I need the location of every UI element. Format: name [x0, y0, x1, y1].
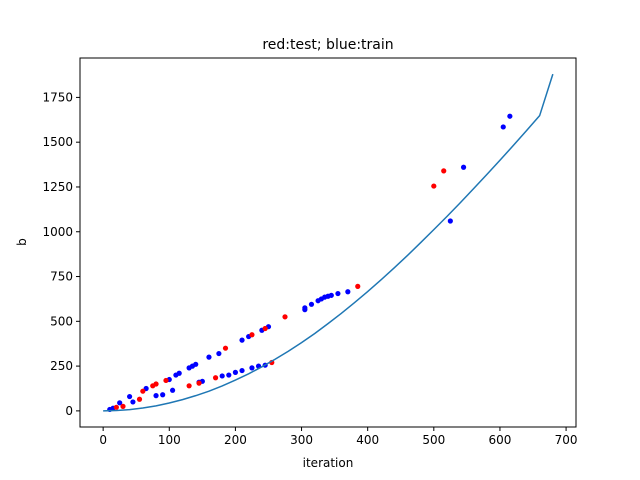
- train-point: [308, 301, 315, 307]
- x-tick-label: 100: [158, 433, 181, 447]
- y-tick-label: 750: [50, 270, 73, 284]
- x-axis: 0 100 200 300 400 500 600 700: [99, 427, 578, 447]
- y-tick-label: 500: [50, 314, 73, 328]
- y-tick-label: 1500: [42, 135, 73, 149]
- train-point: [232, 369, 239, 375]
- test-point: [355, 283, 361, 289]
- x-tick-label: 200: [224, 433, 247, 447]
- plot-area: [103, 73, 554, 413]
- train-point: [447, 218, 453, 224]
- chart-title: red:test; blue:train: [262, 37, 393, 53]
- train-point: [226, 372, 232, 378]
- x-tick-label: 500: [422, 433, 445, 447]
- train-point: [117, 400, 123, 406]
- test-point: [113, 404, 119, 410]
- y-tick-label: 1250: [42, 180, 73, 194]
- train-point: [206, 354, 212, 360]
- train-point: [153, 393, 159, 399]
- train-point: [219, 373, 225, 379]
- test-point: [196, 380, 202, 386]
- test-point: [140, 388, 146, 394]
- test-point: [431, 183, 437, 189]
- train-point: [460, 164, 467, 170]
- train-point: [216, 350, 222, 357]
- test-point: [441, 168, 447, 174]
- test-point: [222, 345, 229, 351]
- plot-frame: [79, 57, 577, 428]
- x-tick-label: 0: [99, 433, 107, 447]
- train-point: [193, 361, 199, 367]
- test-point: [249, 332, 255, 338]
- train-point: [160, 392, 166, 398]
- y-axis: 0 250 500 750 1000 1250 1500 1750: [42, 90, 80, 418]
- test-point: [282, 314, 288, 320]
- train-point: [130, 399, 136, 405]
- x-tick-label: 400: [356, 433, 379, 447]
- y-tick-label: 0: [65, 404, 73, 418]
- x-tick-label: 600: [488, 433, 511, 447]
- train-point: [302, 307, 308, 313]
- y-tick-label: 1750: [42, 90, 73, 104]
- train-point: [249, 365, 255, 371]
- test-point: [186, 383, 192, 389]
- test-point: [163, 377, 169, 384]
- test-point: [136, 396, 143, 402]
- test-point: [120, 403, 126, 409]
- train-point: [176, 370, 182, 376]
- test-point: [262, 325, 268, 332]
- y-tick-label: 1000: [42, 225, 73, 239]
- train-point: [239, 337, 245, 343]
- test-point: [212, 375, 219, 381]
- x-axis-label: iteration: [303, 456, 354, 470]
- y-tick-label: 250: [50, 359, 73, 373]
- train-point: [328, 292, 334, 298]
- train-point: [169, 387, 176, 393]
- train-point: [345, 289, 351, 295]
- x-tick-label: 700: [555, 433, 578, 447]
- train-point: [507, 113, 513, 119]
- y-axis-label: b: [15, 238, 29, 246]
- x-tick-label: 300: [290, 433, 313, 447]
- train-point: [335, 290, 341, 297]
- fit-curve-line: [103, 73, 554, 412]
- test-point: [153, 381, 159, 387]
- train-point: [239, 367, 245, 374]
- train-point: [500, 124, 506, 130]
- train-point: [127, 393, 133, 400]
